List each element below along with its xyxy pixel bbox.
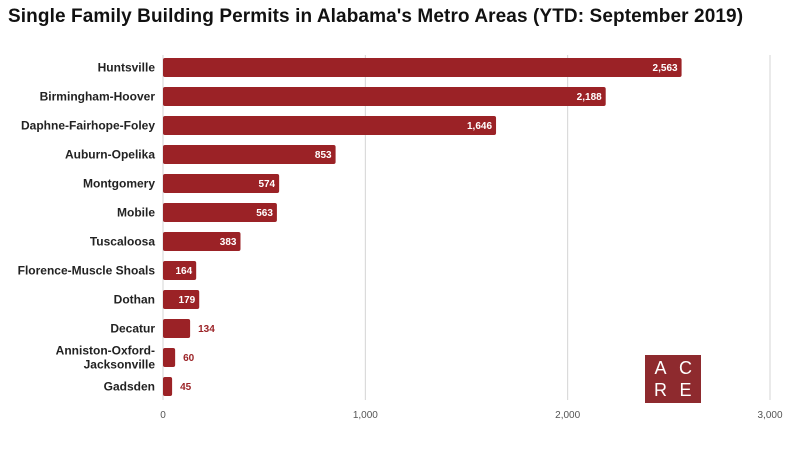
bar bbox=[163, 377, 173, 396]
data-label: 134 bbox=[198, 324, 215, 335]
x-tick-label: 1,000 bbox=[353, 410, 378, 421]
category-label: Huntsville bbox=[98, 61, 156, 75]
data-label: 2,188 bbox=[577, 92, 602, 103]
bar bbox=[163, 203, 277, 222]
x-tick-label: 2,000 bbox=[555, 410, 580, 421]
category-label: Tuscaloosa bbox=[90, 235, 155, 249]
x-tick-label: 0 bbox=[160, 410, 166, 421]
category-label: Florence-Muscle Shoals bbox=[18, 264, 156, 278]
bar bbox=[163, 58, 682, 77]
data-label: 563 bbox=[256, 208, 273, 219]
bars bbox=[163, 58, 682, 396]
x-axis-ticks: 0 1,000 2,000 3,000 bbox=[160, 410, 783, 421]
acre-logo: A C R E bbox=[645, 355, 701, 403]
category-label: Birmingham-Hoover bbox=[40, 90, 156, 104]
logo-letter: C bbox=[679, 358, 692, 378]
category-labels: Huntsville Birmingham-Hoover Daphne-Fairho… bbox=[18, 61, 156, 394]
bar bbox=[163, 348, 176, 367]
logo-letter: A bbox=[654, 358, 667, 378]
bar bbox=[163, 261, 197, 280]
category-label: Montgomery bbox=[83, 177, 155, 191]
bar bbox=[163, 290, 200, 309]
category-label: Mobile bbox=[117, 206, 155, 220]
category-label: Daphne-Fairhope-Foley bbox=[21, 119, 155, 133]
data-label: 60 bbox=[183, 353, 195, 364]
data-label: 574 bbox=[258, 179, 275, 190]
data-label: 853 bbox=[315, 150, 332, 161]
category-label: Anniston-Oxford-Jacksonville bbox=[56, 344, 156, 372]
data-label: 383 bbox=[220, 237, 237, 248]
category-label: Gadsden bbox=[104, 380, 155, 394]
data-label: 179 bbox=[179, 295, 196, 306]
category-label: Dothan bbox=[114, 293, 155, 307]
logo-letter: E bbox=[679, 380, 692, 400]
bar bbox=[163, 174, 280, 193]
data-label: 164 bbox=[175, 266, 192, 277]
category-label: Auburn-Opelika bbox=[65, 148, 155, 162]
bar bbox=[163, 319, 191, 338]
bar bbox=[163, 116, 497, 135]
value-labels: 2,563 2,188 1,646 853 574 563 383 164 179 134 60 45 bbox=[175, 63, 678, 393]
bar bbox=[163, 87, 606, 106]
logo-letter: R bbox=[654, 380, 667, 400]
bar bbox=[163, 145, 336, 164]
x-tick-label: 3,000 bbox=[757, 410, 782, 421]
data-label: 45 bbox=[180, 382, 192, 393]
data-label: 2,563 bbox=[653, 63, 678, 74]
bar bbox=[163, 232, 241, 251]
chart-title: Single Family Building Permits in Alabam… bbox=[8, 6, 744, 27]
category-label: Decatur bbox=[110, 322, 155, 336]
data-label: 1,646 bbox=[467, 121, 492, 132]
gridlines bbox=[162, 55, 771, 400]
